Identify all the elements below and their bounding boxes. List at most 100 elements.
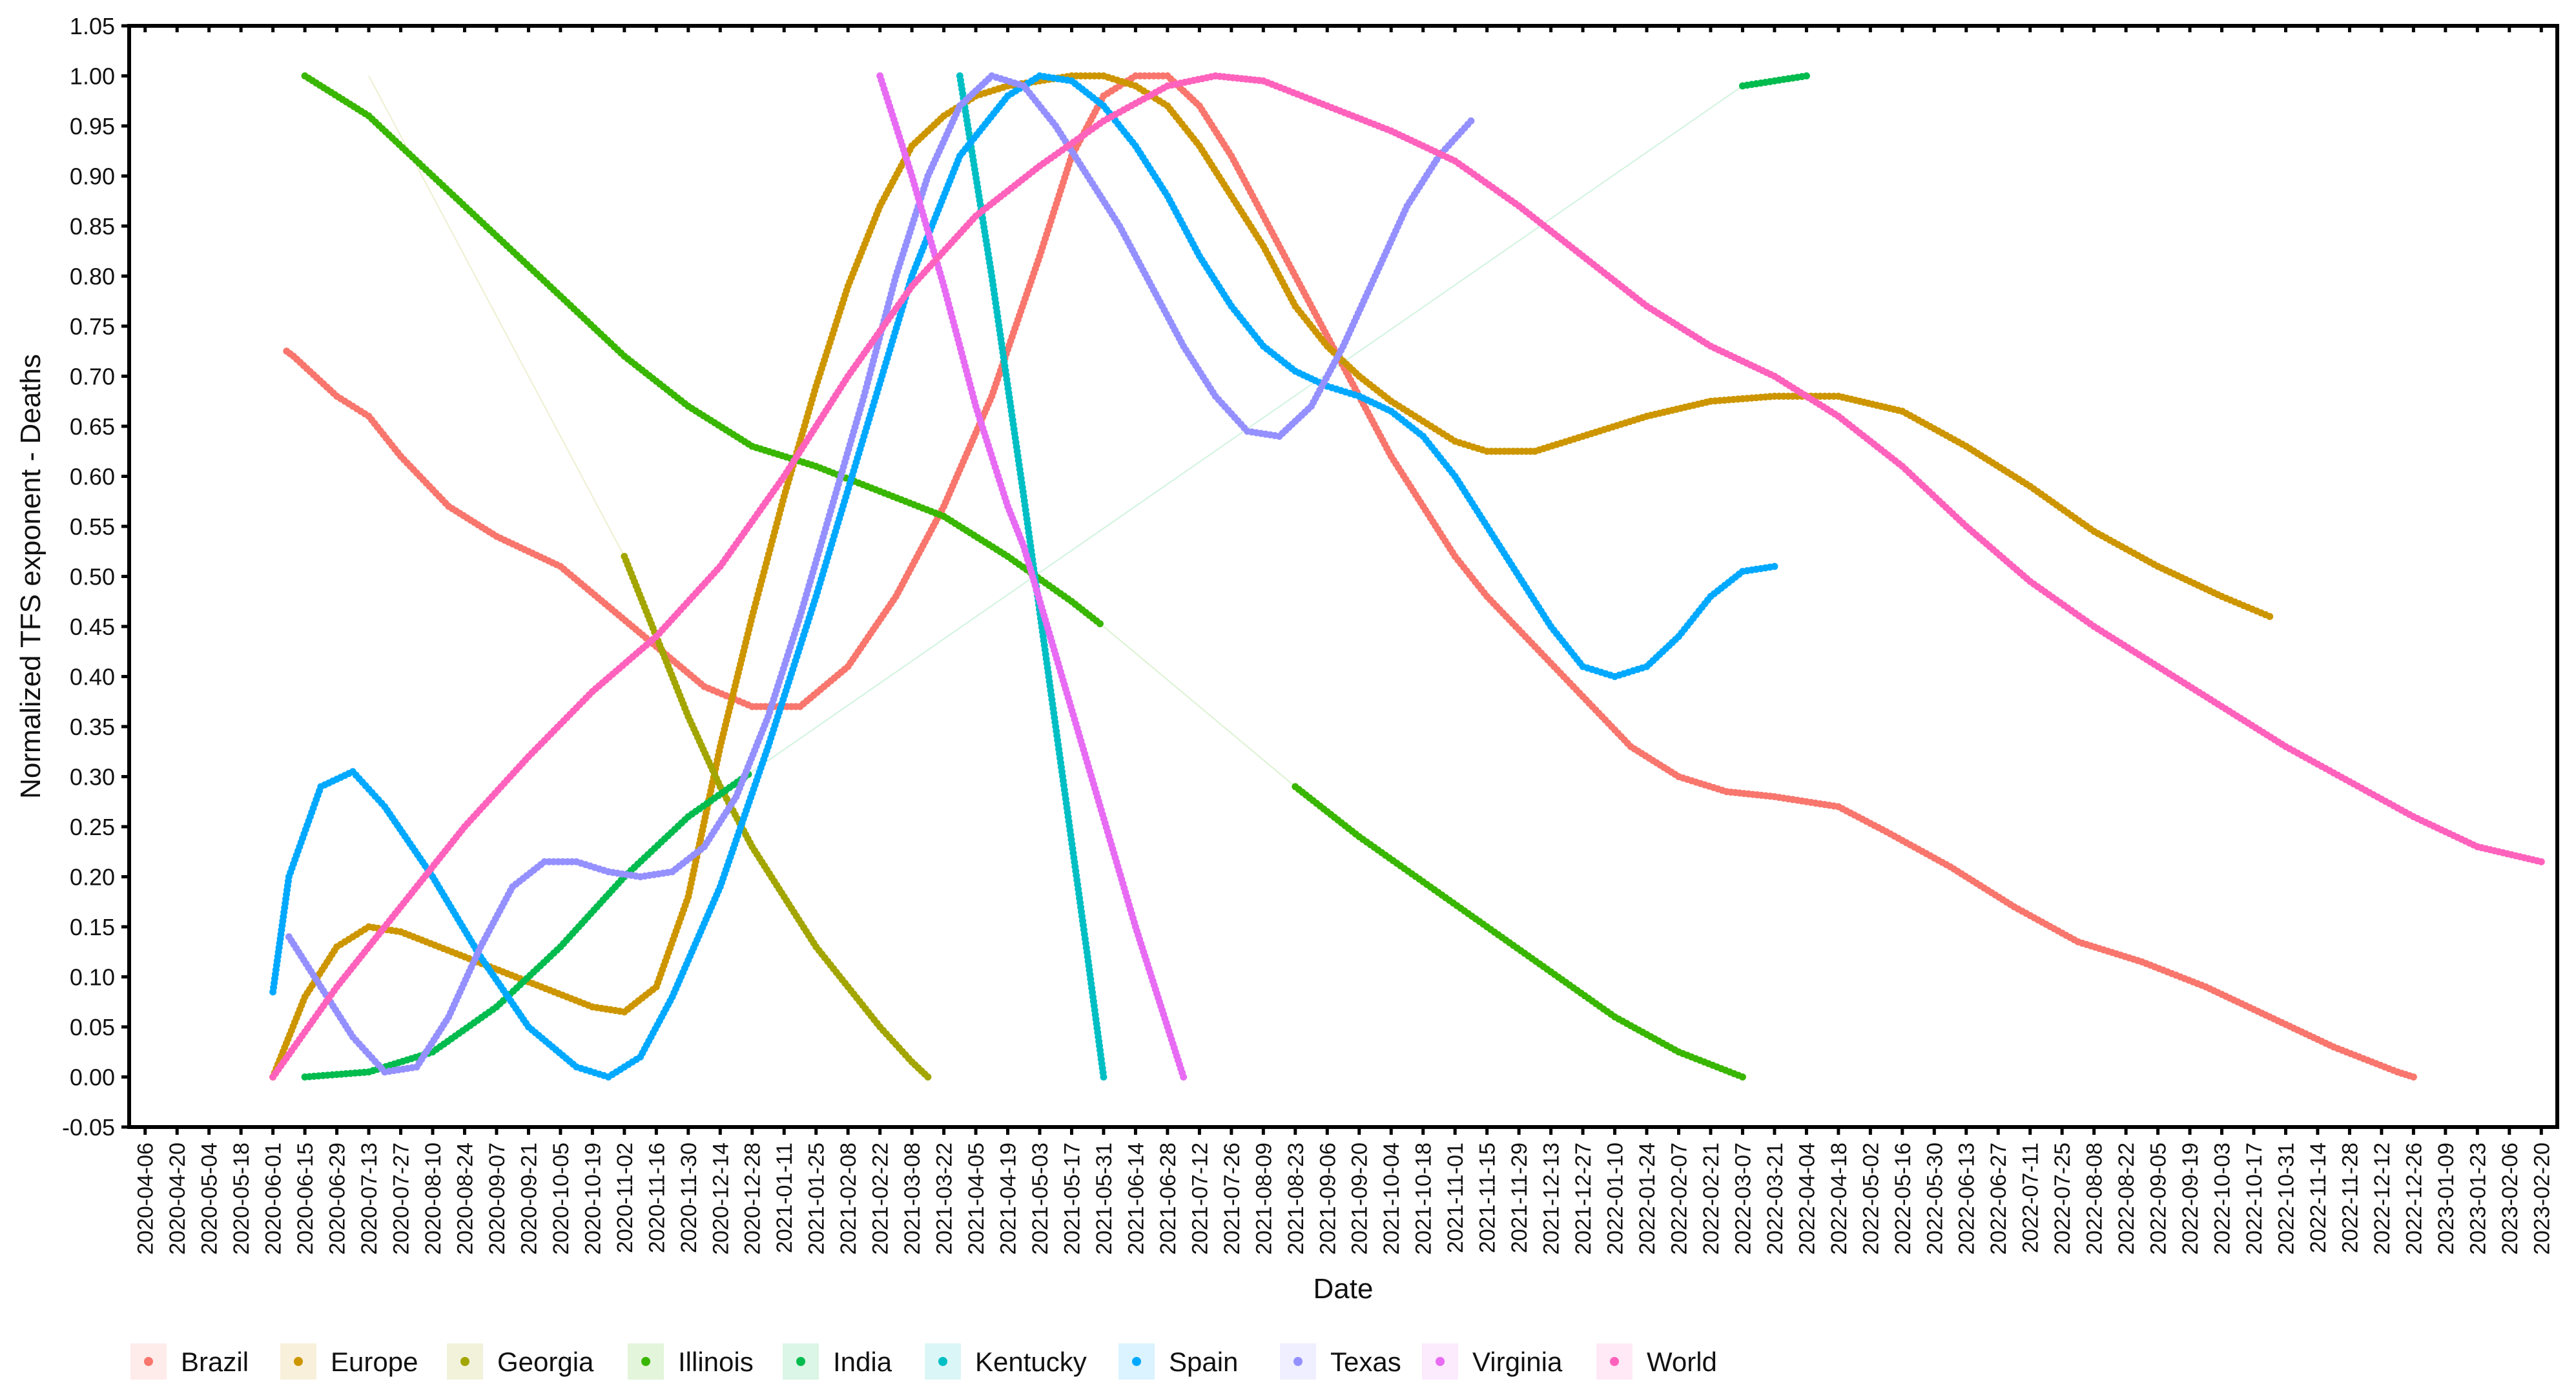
data-point bbox=[2409, 1073, 2417, 1081]
y-tick-label: 0.65 bbox=[70, 413, 115, 440]
legend-swatch bbox=[641, 1357, 650, 1366]
x-tick-label: 2021-08-23 bbox=[1284, 1143, 1308, 1255]
legend-swatch bbox=[1610, 1357, 1619, 1366]
y-tick-label: 0.60 bbox=[70, 464, 115, 490]
y-tick-label: 0.10 bbox=[70, 964, 115, 991]
x-tick-label: 2020-05-04 bbox=[198, 1143, 222, 1255]
x-axis-title: Date bbox=[1314, 1273, 1374, 1305]
x-tick-label: 2022-04-18 bbox=[1827, 1143, 1851, 1255]
legend-swatch bbox=[938, 1357, 947, 1366]
legend-label: Kentucky bbox=[975, 1347, 1087, 1377]
y-tick-label: 0.70 bbox=[70, 364, 115, 390]
x-tick-label: 2021-01-11 bbox=[772, 1143, 797, 1253]
data-point bbox=[1180, 1073, 1188, 1081]
x-tick-label: 2020-07-27 bbox=[389, 1143, 414, 1255]
data-point bbox=[2537, 858, 2545, 865]
legend-item-kentucky: Kentucky bbox=[925, 1343, 1087, 1380]
x-tick-label: 2022-05-16 bbox=[1891, 1143, 1915, 1255]
data-point bbox=[1096, 620, 1104, 628]
y-tick-label: 0.90 bbox=[70, 163, 115, 190]
series-europe bbox=[269, 72, 2274, 1081]
legend-swatch bbox=[1293, 1357, 1303, 1366]
x-tick-label: 2020-07-13 bbox=[357, 1143, 382, 1255]
x-tick-label: 2022-03-21 bbox=[1763, 1143, 1788, 1255]
series-gap-illinois bbox=[1103, 626, 1296, 787]
x-tick-label: 2022-05-02 bbox=[1859, 1143, 1883, 1255]
legend-swatch bbox=[144, 1357, 153, 1366]
data-point bbox=[2266, 613, 2274, 620]
x-tick-label: 2020-06-15 bbox=[293, 1143, 318, 1255]
legend-swatch bbox=[1436, 1357, 1445, 1366]
y-tick-label: 0.80 bbox=[70, 264, 115, 290]
x-tick-label: 2022-01-24 bbox=[1635, 1143, 1660, 1255]
x-tick-label: 2021-06-28 bbox=[1156, 1143, 1180, 1255]
legend-swatch bbox=[1132, 1357, 1141, 1366]
data-point bbox=[1467, 117, 1475, 125]
x-tick-label: 2020-11-30 bbox=[677, 1143, 701, 1253]
x-tick-label: 2021-06-14 bbox=[1124, 1143, 1148, 1255]
x-tick-label: 2022-02-07 bbox=[1667, 1143, 1691, 1255]
series-illinois bbox=[301, 72, 1746, 1081]
x-tick-label: 2021-11-29 bbox=[1507, 1143, 1532, 1253]
x-tick-label: 2020-04-20 bbox=[165, 1143, 190, 1255]
y-tick-label: 0.55 bbox=[70, 513, 115, 540]
x-tick-label: 2021-11-01 bbox=[1443, 1143, 1468, 1253]
x-tick-label: 2023-02-06 bbox=[2498, 1143, 2522, 1255]
x-tick-label: 2021-09-06 bbox=[1315, 1143, 1340, 1255]
x-tick-label: 2022-02-21 bbox=[1699, 1143, 1724, 1255]
x-tick-label: 2021-05-31 bbox=[1092, 1143, 1117, 1255]
x-tick-label: 2021-08-09 bbox=[1252, 1143, 1276, 1255]
x-tick-label: 2022-08-22 bbox=[2114, 1143, 2139, 1255]
x-tick-label: 2022-12-12 bbox=[2370, 1143, 2395, 1255]
y-tick-label: 0.05 bbox=[70, 1014, 115, 1040]
x-tick-label: 2020-10-19 bbox=[581, 1143, 605, 1255]
x-tick-label: 2022-08-08 bbox=[2083, 1143, 2107, 1255]
x-tick-label: 2020-10-05 bbox=[549, 1143, 573, 1255]
x-tick-label: 2021-10-18 bbox=[1412, 1143, 1436, 1255]
x-tick-label: 2022-05-30 bbox=[1922, 1143, 1947, 1255]
x-tick-label: 2021-11-15 bbox=[1476, 1143, 1500, 1253]
y-tick-label: 0.15 bbox=[70, 914, 115, 940]
legend-label: Virginia bbox=[1472, 1347, 1563, 1377]
series-spain bbox=[269, 72, 1778, 1081]
x-tick-label: 2021-02-22 bbox=[869, 1143, 893, 1255]
y-tick-label: -0.05 bbox=[62, 1114, 115, 1141]
legend-item-india: India bbox=[783, 1343, 892, 1380]
x-tick-label: 2022-06-13 bbox=[1955, 1143, 1979, 1255]
x-tick-label: 2021-05-03 bbox=[1028, 1143, 1053, 1255]
y-tick-label: 0.45 bbox=[70, 614, 115, 640]
data-point bbox=[1802, 72, 1810, 79]
x-tick-label: 2020-06-29 bbox=[325, 1143, 350, 1255]
x-tick-label: 2021-03-08 bbox=[900, 1143, 925, 1255]
x-tick-label: 2020-09-07 bbox=[485, 1143, 510, 1255]
x-tick-label: 2022-01-10 bbox=[1603, 1143, 1628, 1255]
y-tick-label: 1.05 bbox=[70, 13, 115, 39]
x-tick-label: 2023-02-20 bbox=[2530, 1143, 2554, 1255]
x-tick-label: 2020-08-24 bbox=[453, 1143, 477, 1255]
legend-swatch bbox=[294, 1357, 303, 1366]
x-tick-label: 2021-02-08 bbox=[836, 1143, 861, 1255]
x-tick-label: 2022-09-05 bbox=[2147, 1143, 2171, 1255]
x-tick-label: 2021-03-22 bbox=[933, 1143, 957, 1255]
x-tick-label: 2020-12-28 bbox=[741, 1143, 765, 1255]
x-tick-label: 2021-12-27 bbox=[1571, 1143, 1596, 1255]
legend-swatch bbox=[460, 1357, 469, 1366]
x-tick-label: 2021-01-25 bbox=[805, 1143, 829, 1255]
x-tick-label: 2022-04-04 bbox=[1795, 1143, 1819, 1255]
data-point bbox=[1100, 1073, 1108, 1081]
y-tick-label: 1.00 bbox=[70, 63, 115, 90]
x-tick-label: 2022-11-14 bbox=[2306, 1143, 2331, 1253]
legend-label: Brazil bbox=[181, 1347, 249, 1377]
x-tick-label: 2022-09-19 bbox=[2178, 1143, 2203, 1255]
legend-swatch bbox=[796, 1357, 805, 1366]
x-tick-label: 2022-11-28 bbox=[2338, 1143, 2362, 1253]
y-tick-label: 0.00 bbox=[70, 1064, 115, 1091]
x-tick-label: 2022-07-11 bbox=[2019, 1143, 2043, 1253]
x-tick-label: 2020-04-06 bbox=[134, 1143, 158, 1255]
x-tick-label: 2021-04-19 bbox=[996, 1143, 1021, 1255]
x-tick-label: 2022-12-26 bbox=[2402, 1143, 2426, 1255]
legend-label: India bbox=[833, 1347, 892, 1377]
x-tick-label: 2021-12-13 bbox=[1540, 1143, 1564, 1255]
